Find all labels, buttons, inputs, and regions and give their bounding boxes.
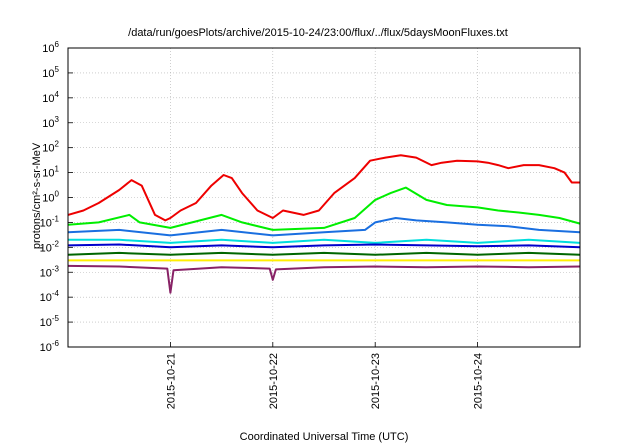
grid-layer — [68, 47, 580, 348]
series-line-4 — [68, 238, 581, 244]
y-tick-label: 10-1 — [40, 214, 60, 229]
y-tick-label: 103 — [42, 115, 59, 130]
series-line-1 — [67, 154, 580, 222]
y-tick-label: 104 — [42, 90, 59, 105]
y-tick-label: 101 — [42, 165, 59, 180]
series-line-2 — [67, 186, 581, 231]
y-axis-label: protons/cm²-s-sr-MeV — [31, 142, 43, 249]
x-tick-label: 2015-10-21 — [165, 353, 177, 409]
plot-frame — [67, 47, 581, 348]
y-tick-label: 10-3 — [40, 264, 60, 279]
y-tick-label: 102 — [42, 140, 59, 155]
x-tick-label: 2015-10-24 — [473, 353, 485, 409]
y-tick-labels: 106 105 104 103 102 101 100 10-1 10-2 10-3 10-4 10-… — [40, 40, 60, 354]
y-tick-label: 106 — [42, 40, 59, 55]
series-line-3 — [67, 217, 581, 237]
y-tick-label: 10-6 — [40, 339, 60, 354]
x-axis-label: Coordinated Universal Time (UTC) — [240, 431, 409, 443]
series-line-6 — [67, 251, 581, 256]
x-tick-label: 2015-10-22 — [268, 353, 280, 409]
y-tick-label: 10-2 — [40, 239, 60, 254]
chart-title: /data/run/goesPlots/archive/2015-10-24/2… — [128, 27, 508, 39]
y-tick-label: 10-4 — [40, 289, 60, 304]
y-tick-label: 100 — [42, 190, 59, 205]
x-tick-label: 2015-10-23 — [370, 353, 382, 409]
series-line-5 — [67, 243, 581, 249]
x-tick-labels: 2015-10-21 2015-10-22 2015-10-23 2015-10-24 — [165, 353, 484, 409]
series-line-8 — [67, 264, 581, 294]
y-tick-label: 10-5 — [40, 314, 60, 329]
series-layer — [67, 154, 581, 294]
y-tick-label: 105 — [42, 65, 59, 80]
